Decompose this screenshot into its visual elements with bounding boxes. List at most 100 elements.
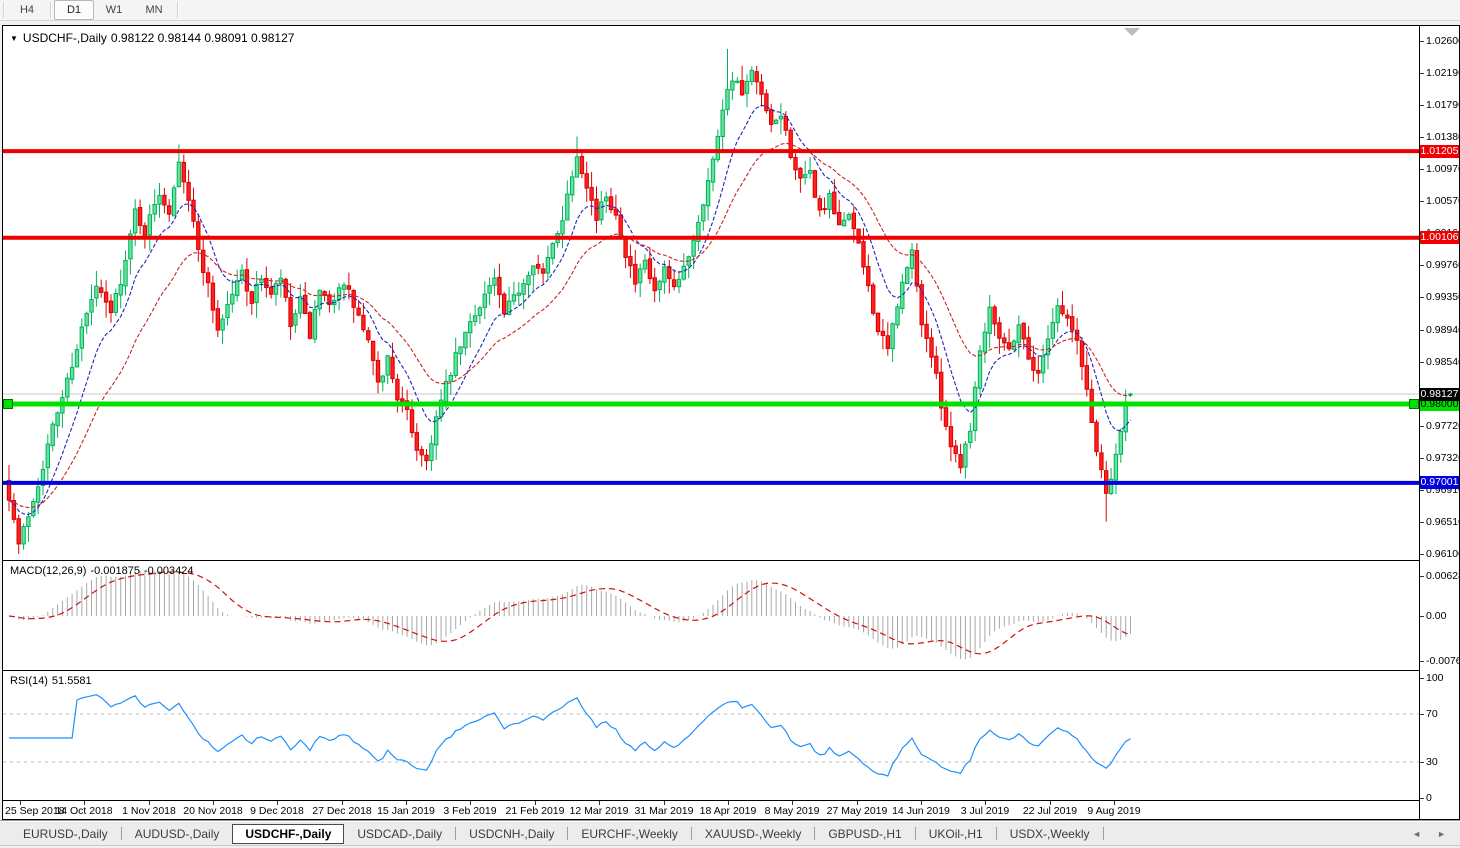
timeframe-button-h4[interactable]: H4 [19,4,35,16]
date-axis-label: 18 Apr 2019 [699,805,757,817]
timeframe-button-mn[interactable]: MN [145,4,163,16]
price-axis-tick [1420,137,1424,138]
timeframe-button-w1[interactable]: W1 [105,4,123,16]
price-axis-label: 1.02600 [1426,35,1460,47]
date-axis-tick [342,801,343,805]
rsi-line [9,694,1131,777]
date-axis-label: 27 May 2019 [826,805,888,817]
price-chart-canvas[interactable] [3,26,1419,560]
chart-tab-eurusddaily[interactable]: EURUSD-,Daily [23,826,108,841]
date-axis-tick [1114,801,1115,805]
date-axis-tick [277,801,278,805]
chart-tab-eurchfweekly[interactable]: EURCHF-,Weekly [581,826,678,841]
toolbar-separator [3,2,4,18]
chart-symbol-label: USDCHF-,Daily [22,31,107,45]
price-axis-tick [1420,41,1424,42]
rsi-axis-tick [1420,714,1424,715]
price-axis-tick [1420,297,1424,298]
tab-scroll-left-icon[interactable]: ◄ [1412,828,1422,839]
level-price-badge: 0.98000 [1420,398,1459,411]
tab-scroll-right-icon[interactable]: ► [1437,828,1446,839]
date-axis-tick [921,801,922,805]
macd-axis-tick [1420,576,1424,577]
candles [6,48,1133,554]
price-axis-label: 1.00970 [1426,163,1460,175]
panel-divider [3,800,1459,801]
rsi-axis-tick [1420,762,1424,763]
date-axis-tick [599,801,600,805]
macd-axis-label: 0.00 [1426,610,1447,622]
chart-tab-usdchfdaily[interactable]: USDCHF-,Daily [232,823,345,844]
price-axis-tick [1420,458,1424,459]
panel-divider [3,670,1459,671]
date-axis-tick [84,801,85,805]
date-axis-label: 9 Aug 2019 [1087,805,1141,817]
timeframe-button-d1[interactable]: D1 [54,0,94,20]
macd-axis-label: 0.006286 [1426,570,1460,582]
rsi-panel-canvas[interactable] [3,671,1419,800]
date-axis-tick [406,801,407,805]
date-axis-tick [857,801,858,805]
date-axis-label: 27 Dec 2018 [312,805,372,817]
chart-title: ▼ USDCHF-,Daily 0.98122 0.98144 0.98091 0.… [10,31,298,45]
chart-tab-gbpusdh1[interactable]: GBPUSD-,H1 [828,826,902,841]
chart-tab-usdcnhdaily[interactable]: USDCNH-,Daily [469,826,555,841]
date-axis-tick [20,801,21,805]
date-axis: 25 Sep 2018 14 Oct 2018 1 Nov 2018 20 Nov 2… [3,801,1419,819]
price-axis-label: 1.01380 [1426,131,1460,143]
tab-scroll-arrows: ◄ ► [1412,829,1446,839]
price-axis-tick [1420,362,1424,363]
level-price-badge: 1.01205 [1420,145,1459,158]
collapse-arrow-icon[interactable]: ▼ [10,34,18,43]
rsi-name: RSI(14) [10,675,48,687]
rsi-axis-label: 0 [1426,792,1432,804]
rsi-axis-tick [1420,798,1424,799]
macd-name: MACD(12,26,9) [10,565,87,577]
chart-tab-audusddaily[interactable]: AUDUSD-,Daily [134,826,220,841]
price-axis-tick [1420,522,1424,523]
chart-window[interactable]: ▼ USDCHF-,Daily 0.98122 0.98144 0.98091 0.… [2,25,1460,820]
date-axis-label: 21 Feb 2019 [505,805,565,817]
rsi-axis-label: 30 [1426,756,1438,768]
chart-tab-xauusdweekly[interactable]: XAUUSD-,Weekly [704,826,802,841]
date-axis-label: 8 May 2019 [764,805,820,817]
date-axis-label: 9 Dec 2018 [250,805,304,817]
chart-tab-ukoilh1[interactable]: UKOil-,H1 [928,826,983,841]
date-axis-label: 31 Mar 2019 [634,805,694,817]
price-axis-tick [1420,426,1424,427]
chart-shift-marker-icon[interactable] [1124,28,1140,36]
macd-panel-canvas[interactable] [3,561,1419,670]
price-axis: 1.02600 1.02190 1.01790 1.01380 1.00970 1.005… [1419,26,1460,819]
price-axis-tick [1420,105,1424,106]
tab-separator [567,827,569,840]
macd-axis-tick [1420,616,1424,617]
rsi-axis-label: 70 [1426,708,1438,720]
price-axis-tick [1420,201,1424,202]
toolbar-separator [177,2,178,18]
support-resistance-lines[interactable] [3,149,1419,485]
chart-ohlc-values: 0.98122 0.98144 0.98091 0.98127 [110,31,295,45]
price-axis-tick [1420,554,1424,555]
macd-signal-line [8,571,1131,655]
chart-tab-usdxweekly[interactable]: USDX-,Weekly [1009,826,1090,841]
macd-value-2: -0.003424 [143,565,194,577]
tab-separator [455,827,457,840]
chart-tab-bar: EURUSD-,Daily AUDUSD-,Daily USDCHF-,Daily U… [0,820,1460,846]
rsi-axis-label: 100 [1426,672,1444,684]
price-axis-tick [1420,73,1424,74]
tab-separator [995,827,997,840]
chart-tab-usdcaddaily[interactable]: USDCAD-,Daily [357,826,443,841]
level-price-badge: 1.00106 [1420,231,1459,244]
price-axis-tick [1420,330,1424,331]
date-axis-tick [985,801,986,805]
macd-value-1: -0.001875 [90,565,140,577]
date-axis-tick [213,801,214,805]
macd-axis-tick [1420,661,1424,662]
